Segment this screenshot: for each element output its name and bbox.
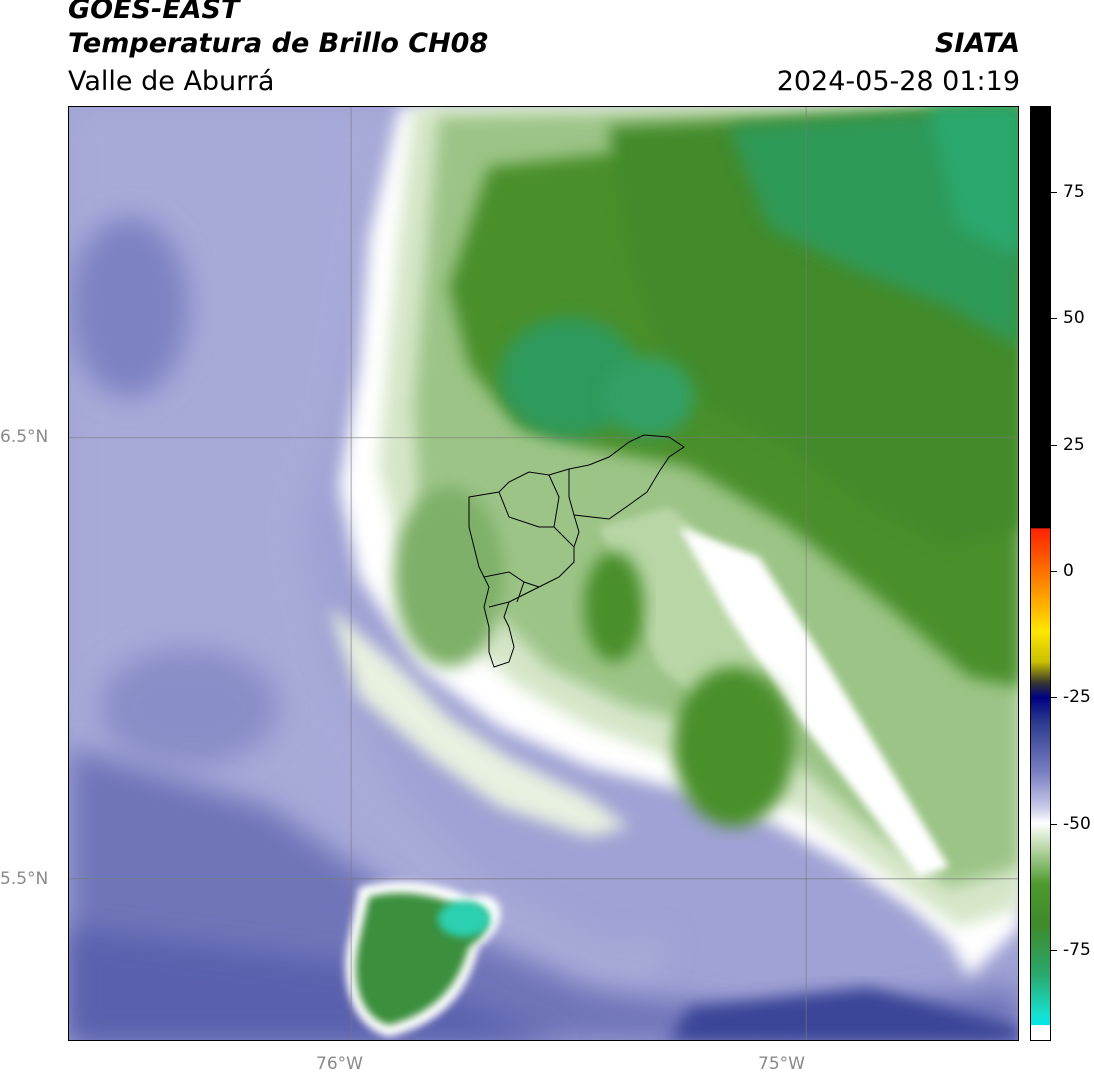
aburra-valley-boundaries — [468, 434, 685, 668]
colorbar-tick-mark — [1051, 191, 1057, 193]
colorbar-tick-mark — [1051, 697, 1057, 699]
lat-label-6-5: 6.5°N — [0, 427, 49, 447]
colorbar-tick-label: 75 — [1063, 181, 1085, 202]
colorbar-tick-mark — [1051, 444, 1057, 446]
colorbar-tick-mark — [1051, 570, 1057, 572]
map-gridlines — [69, 107, 1018, 1040]
timestamp: 2024-05-28 01:19 — [776, 66, 1020, 97]
lon-label-75w: 75°W — [758, 1054, 805, 1074]
product-title: Temperatura de Brillo CH08 — [68, 28, 489, 59]
temperature-field — [69, 107, 1018, 1040]
organization-label: SIATA — [934, 28, 1020, 59]
temperature-colorbar — [1030, 106, 1051, 1041]
colorbar-tick-label: -50 — [1063, 813, 1091, 834]
colorbar-tick-label: 25 — [1063, 434, 1085, 455]
colorbar-tick-label: -75 — [1063, 940, 1091, 961]
colorbar-tick-mark — [1051, 318, 1057, 320]
lat-label-5-5: 5.5°N — [0, 869, 49, 889]
colorbar-tick-label: 0 — [1063, 560, 1074, 581]
colorbar-tick-label: 50 — [1063, 308, 1085, 329]
colorbar-tick-mark — [1051, 823, 1057, 825]
region-subtitle: Valle de Aburrá — [68, 66, 275, 97]
colorbar-tick-label: -25 — [1063, 687, 1091, 708]
colorbar-tick-mark — [1051, 950, 1057, 952]
lon-label-76w: 76°W — [316, 1054, 363, 1074]
satellite-title: GOES-EAST — [68, 0, 240, 25]
brightness-temperature-map — [68, 106, 1019, 1041]
